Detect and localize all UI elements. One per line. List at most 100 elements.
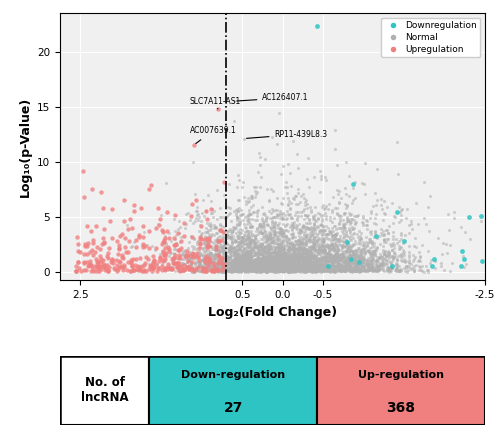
Point (326, 264, 334, 271)
Point (334, 209, 342, 216)
Point (104, 267, 112, 274)
Point (232, 252, 240, 259)
Point (268, 257, 276, 264)
Point (352, 249, 360, 256)
Point (296, 248, 304, 255)
Point (313, 258, 321, 265)
Point (340, 238, 347, 245)
Point (388, 261, 396, 268)
Point (159, 258, 167, 265)
Point (304, 267, 312, 274)
Point (182, 251, 190, 258)
Point (424, 247, 432, 254)
Point (263, 237, 271, 244)
Point (274, 259, 282, 266)
Point (97, 265, 105, 272)
Text: 27: 27 (224, 401, 243, 415)
Point (309, 268, 317, 275)
Point (335, 267, 343, 274)
Point (263, 241, 271, 248)
Point (278, 201, 286, 208)
Point (300, 194, 308, 201)
Point (299, 265, 307, 272)
Point (255, 246, 263, 253)
Point (347, 267, 355, 274)
Point (239, 255, 247, 262)
Point (248, 267, 256, 274)
Point (372, 244, 380, 251)
Point (384, 267, 392, 274)
Point (284, 210, 292, 217)
Point (304, 263, 312, 270)
Point (245, 255, 253, 262)
Point (346, 259, 354, 266)
Point (383, 268, 391, 275)
Point (378, 226, 386, 233)
Point (276, 231, 283, 238)
Point (196, 250, 203, 257)
Point (268, 133, 276, 140)
Point (252, 265, 260, 272)
Point (196, 236, 203, 243)
Point (382, 250, 390, 257)
Point (260, 261, 268, 268)
Point (310, 241, 318, 248)
Point (266, 266, 274, 273)
Point (309, 242, 317, 249)
Point (278, 226, 286, 233)
Point (420, 268, 428, 275)
Point (324, 250, 332, 257)
Point (332, 233, 340, 240)
Point (84, 263, 92, 270)
Point (253, 261, 261, 268)
Point (274, 254, 281, 261)
Point (249, 262, 257, 269)
Point (350, 262, 358, 269)
Point (212, 249, 220, 256)
Point (337, 264, 345, 271)
Point (178, 266, 186, 273)
Point (346, 254, 354, 261)
Point (96, 252, 104, 259)
Point (290, 252, 298, 259)
Point (300, 258, 308, 265)
Point (318, 226, 326, 233)
Point (390, 254, 398, 261)
Point (126, 267, 134, 274)
Point (249, 265, 257, 272)
Point (210, 262, 218, 269)
Point (310, 267, 318, 274)
Point (410, 268, 418, 275)
Point (315, 261, 323, 268)
Point (282, 266, 290, 273)
Point (128, 262, 136, 269)
Point (280, 248, 288, 255)
Point (358, 258, 366, 265)
Point (244, 231, 252, 238)
Point (230, 266, 238, 273)
Point (250, 244, 258, 251)
Point (258, 264, 266, 271)
Point (334, 255, 342, 262)
Point (236, 268, 244, 275)
Point (303, 265, 311, 272)
Point (174, 260, 182, 267)
Point (357, 247, 365, 254)
Point (246, 237, 254, 244)
Point (328, 257, 336, 264)
Point (282, 266, 290, 273)
Point (268, 264, 276, 271)
Point (214, 265, 222, 272)
Point (244, 259, 252, 266)
Point (216, 260, 224, 267)
Point (258, 263, 266, 270)
Point (295, 266, 303, 273)
Point (287, 259, 295, 266)
Point (322, 264, 330, 271)
Point (147, 181, 155, 188)
Point (364, 262, 372, 269)
Point (402, 262, 410, 269)
Point (342, 261, 350, 268)
Point (402, 263, 410, 270)
Point (374, 264, 382, 271)
